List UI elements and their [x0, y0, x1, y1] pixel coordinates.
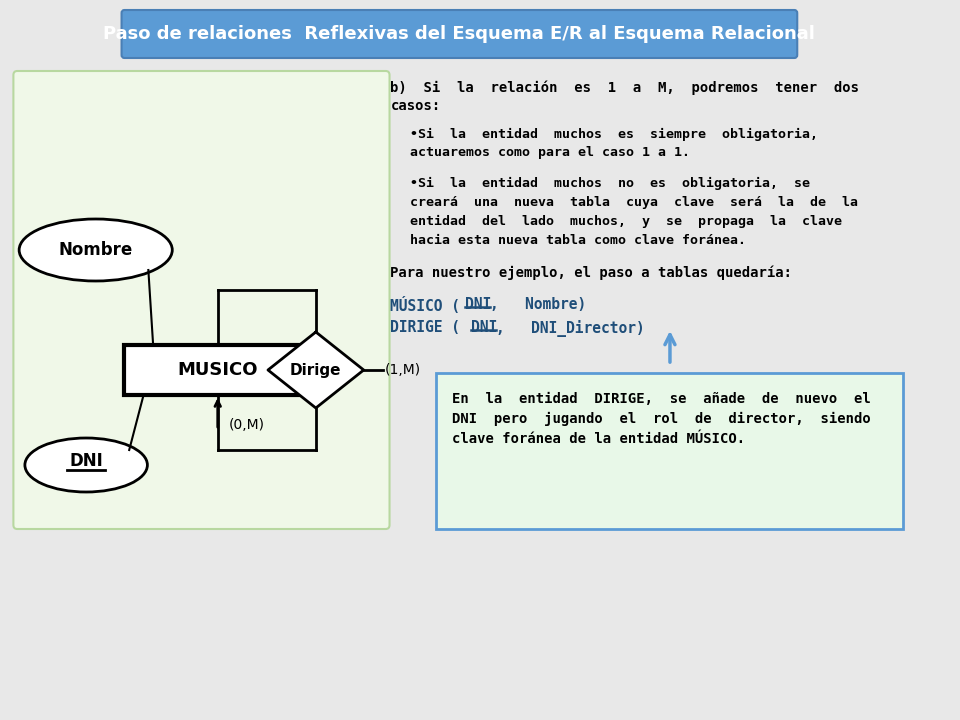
Text: ,   DNI_Director): , DNI_Director)	[495, 320, 644, 337]
Text: •Si  la  entidad  muchos  no  es  obligatoria,  se: •Si la entidad muchos no es obligatoria,…	[410, 177, 809, 190]
Text: DIRIGE (: DIRIGE (	[391, 320, 461, 335]
Text: •Si  la  entidad  muchos  es  siempre  obligatoria,: •Si la entidad muchos es siempre obligat…	[410, 128, 818, 141]
Text: Dirige: Dirige	[290, 362, 342, 377]
Ellipse shape	[25, 438, 148, 492]
Text: DNI  pero  jugando  el  rol  de  director,  siendo: DNI pero jugando el rol de director, sie…	[452, 412, 871, 426]
Text: DNI: DNI	[471, 320, 497, 335]
FancyBboxPatch shape	[122, 10, 797, 58]
Polygon shape	[268, 332, 364, 408]
FancyBboxPatch shape	[437, 373, 903, 529]
FancyBboxPatch shape	[125, 345, 311, 395]
Text: Para nuestro ejemplo, el paso a tablas quedaría:: Para nuestro ejemplo, el paso a tablas q…	[391, 265, 793, 279]
Text: ,   Nombre): , Nombre)	[490, 297, 587, 312]
Ellipse shape	[19, 219, 172, 281]
Text: Nombre: Nombre	[59, 241, 132, 259]
Text: creará  una  nueva  tabla  cuya  clave  será  la  de  la: creará una nueva tabla cuya clave será l…	[410, 196, 857, 209]
Text: clave foránea de la entidad MÚSICO.: clave foránea de la entidad MÚSICO.	[452, 432, 745, 446]
Text: entidad  del  lado  muchos,  y  se  propaga  la  clave: entidad del lado muchos, y se propaga la…	[410, 215, 842, 228]
Text: DNI: DNI	[69, 452, 103, 470]
Text: casos:: casos:	[391, 99, 441, 113]
Text: b)  Si  la  relación  es  1  a  M,  podremos  tener  dos: b) Si la relación es 1 a M, podremos ten…	[391, 80, 859, 94]
Text: MÚSICO (: MÚSICO (	[391, 297, 461, 314]
Text: (0,M): (0,M)	[229, 418, 265, 432]
Text: En  la  entidad  DIRIGE,  se  añade  de  nuevo  el: En la entidad DIRIGE, se añade de nuevo …	[452, 392, 871, 406]
Text: DNI: DNI	[466, 297, 492, 312]
Text: actuaremos como para el caso 1 a 1.: actuaremos como para el caso 1 a 1.	[410, 146, 689, 159]
Text: (1,M): (1,M)	[385, 363, 420, 377]
Text: hacia esta nueva tabla como clave foránea.: hacia esta nueva tabla como clave foráne…	[410, 234, 746, 247]
Text: MUSICO: MUSICO	[178, 361, 258, 379]
FancyBboxPatch shape	[13, 71, 390, 529]
Text: Paso de relaciones  Reflexivas del Esquema E/R al Esquema Relacional: Paso de relaciones Reflexivas del Esquem…	[104, 25, 815, 43]
